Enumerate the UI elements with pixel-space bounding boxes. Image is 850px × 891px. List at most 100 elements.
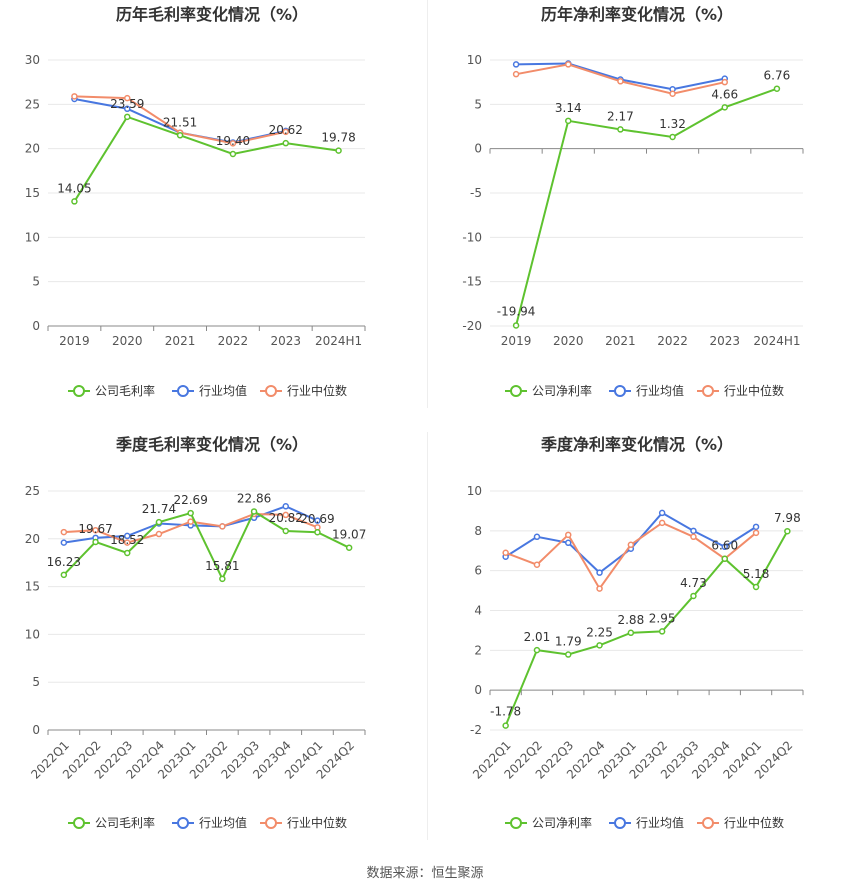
data-point-industry_median — [124, 539, 131, 546]
data-point-industry_median — [124, 94, 131, 102]
data-label: 1.79 — [555, 635, 582, 649]
y-tick-label: 10 — [25, 627, 40, 641]
y-tick-label: 30 — [25, 53, 40, 67]
legend-swatch-marker[interactable] — [265, 385, 277, 397]
legend-label[interactable]: 行业中位数 — [287, 815, 347, 830]
data-point-industry_median — [229, 140, 237, 147]
data-label: 19.78 — [321, 131, 355, 145]
data-point-industry_median — [690, 533, 697, 541]
data-point-industry_avg — [314, 517, 321, 524]
y-tick-label: 15 — [25, 580, 40, 594]
data-point-industry_median — [187, 518, 194, 525]
legend-label[interactable]: 公司净利率 — [532, 383, 592, 398]
y-tick-label: 10 — [467, 53, 482, 67]
legend-swatch-marker[interactable] — [73, 385, 85, 397]
legend-label[interactable]: 行业均值 — [199, 815, 247, 830]
data-point-company — [565, 651, 572, 658]
data-point-company — [565, 117, 572, 125]
chart-title: 季度净利率变化情况（%） — [540, 435, 733, 454]
data-point-industry_median — [282, 128, 289, 136]
legend-swatch-marker[interactable] — [73, 817, 85, 829]
data-point-industry_median — [565, 61, 572, 68]
legend-swatch-marker[interactable] — [702, 817, 714, 829]
data-point-industry_avg — [60, 539, 68, 546]
legend-swatch-marker[interactable] — [702, 385, 714, 397]
data-point-industry_median — [92, 526, 99, 534]
data-label: 6.60 — [711, 539, 738, 553]
data-point-company — [282, 139, 289, 147]
legend-swatch-marker[interactable] — [177, 817, 189, 829]
x-tick-label: 2021 — [165, 334, 196, 348]
data-point-industry_median — [658, 519, 666, 527]
data-point-company — [690, 592, 697, 600]
legend-swatch-marker[interactable] — [614, 817, 626, 829]
data-point-company — [502, 722, 509, 729]
data-label: 20.82 — [269, 511, 303, 525]
legend-label[interactable]: 行业均值 — [636, 383, 684, 398]
series-line-company — [515, 87, 778, 326]
legend-swatch-marker[interactable] — [614, 385, 626, 397]
data-label: 2.88 — [617, 613, 644, 627]
source-note: 数据来源：恒生聚源 — [366, 866, 484, 881]
data-point-industry_median — [282, 511, 289, 519]
data-label: 2.95 — [649, 611, 676, 625]
legend-label[interactable]: 行业中位数 — [724, 383, 784, 398]
data-point-industry_avg — [282, 503, 289, 510]
data-label: 20.69 — [300, 512, 334, 526]
y-tick-label: 25 — [25, 97, 40, 111]
legend-swatch-marker[interactable] — [510, 385, 522, 397]
data-label: 23.59 — [110, 97, 144, 111]
legend-label[interactable]: 行业中位数 — [287, 383, 347, 398]
y-tick-label: -15 — [462, 275, 482, 289]
chart-title: 历年毛利率变化情况（%） — [116, 5, 308, 24]
y-tick-label: 10 — [467, 484, 482, 498]
legend-swatch-marker[interactable] — [265, 817, 277, 829]
data-label: -19.94 — [497, 304, 536, 318]
data-point-company — [596, 642, 603, 649]
data-point-industry_avg — [752, 523, 760, 531]
legend-label[interactable]: 行业中位数 — [724, 815, 784, 830]
data-point-company — [219, 575, 226, 583]
data-point-industry_avg — [721, 543, 728, 551]
annual-gross-margin-chart: 历年毛利率变化情况（%） 0 5 10 15 20 25 30 2019 2020 2021 2022… — [25, 5, 366, 398]
data-point-company — [124, 113, 131, 121]
data-point-company — [314, 528, 321, 536]
series-line-industry_median — [505, 521, 757, 591]
data-point-company — [658, 628, 666, 635]
legend-label[interactable]: 公司毛利率 — [95, 815, 155, 830]
data-label: 21.51 — [163, 115, 197, 129]
data-point-company — [124, 549, 131, 557]
data-point-industry_avg — [690, 527, 697, 535]
x-tick-label: 2024H1 — [753, 334, 800, 348]
data-point-company — [617, 126, 624, 133]
data-point-company — [345, 544, 353, 551]
data-point-industry_median — [533, 561, 541, 568]
x-tick-label: 2021 — [605, 334, 636, 348]
data-point-industry_median — [502, 549, 509, 556]
data-label: 2.25 — [586, 625, 613, 639]
data-label: 15.81 — [205, 559, 239, 573]
data-label: 19.67 — [78, 522, 112, 536]
data-point-company — [784, 527, 791, 535]
data-label: 1.32 — [659, 117, 686, 131]
data-point-industry_median — [219, 523, 226, 530]
legend-label[interactable]: 行业均值 — [199, 383, 247, 398]
data-point-company — [721, 104, 728, 111]
legend-swatch-marker[interactable] — [177, 385, 189, 397]
data-point-company — [176, 132, 184, 139]
legend-swatch-marker[interactable] — [510, 817, 522, 829]
data-label: 6.76 — [764, 69, 791, 83]
y-tick-label: 20 — [25, 142, 40, 156]
data-point-company — [187, 509, 194, 517]
data-point-industry_median — [627, 541, 635, 549]
legend-label[interactable]: 行业均值 — [636, 815, 684, 830]
legend-label[interactable]: 公司毛利率 — [95, 383, 155, 398]
data-point-industry_median — [155, 530, 163, 538]
data-point-industry_median — [60, 528, 68, 536]
data-label: 4.73 — [680, 576, 707, 590]
legend-label[interactable]: 公司净利率 — [532, 815, 592, 830]
quarterly-gross-margin-chart: 季度毛利率变化情况（%）05101520252022Q12022Q22022Q3… — [25, 435, 367, 830]
data-label: 7.98 — [774, 511, 801, 525]
data-label: 22.86 — [237, 491, 271, 505]
y-tick-label: -5 — [470, 186, 482, 200]
